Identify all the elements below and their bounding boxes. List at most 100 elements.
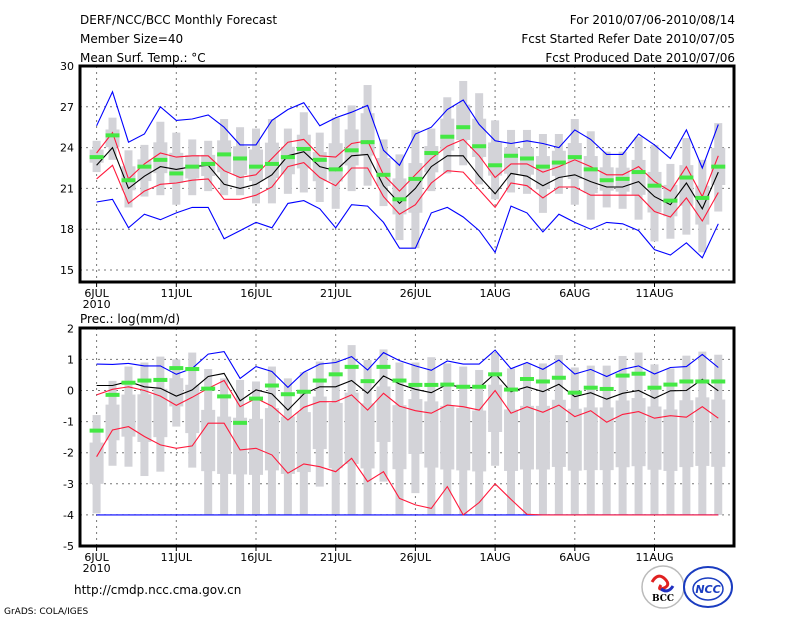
header-member-size: Member Size=40 [80, 32, 183, 46]
green-marker [424, 382, 439, 387]
member-quartile-box [647, 171, 662, 213]
member-quartile-box [519, 147, 534, 175]
green-marker [264, 383, 279, 388]
lower-extreme-line [96, 198, 719, 259]
green-marker [519, 156, 534, 161]
y-tick-label: 2 [67, 322, 74, 335]
green-marker [472, 144, 487, 149]
green-marker [647, 183, 662, 188]
member-quartile-box [583, 407, 598, 471]
lower-spread-line [96, 161, 719, 223]
member-quartile-box [201, 409, 216, 472]
green-marker [615, 373, 630, 378]
green-marker [583, 385, 598, 390]
green-marker [488, 163, 503, 168]
member-quartile-box [408, 399, 423, 454]
green-marker [137, 164, 152, 169]
green-marker [408, 382, 423, 387]
plot-frame [78, 326, 736, 548]
member-quartile-box [344, 392, 359, 464]
green-marker [631, 170, 646, 175]
upper-extreme-line [96, 90, 719, 170]
y-tick-label: 1 [67, 353, 74, 366]
header-start-date: Fcst Started Refer Date 2010/07/05 [521, 32, 735, 46]
member-quartile-box [711, 399, 726, 467]
green-marker [137, 378, 152, 383]
member-quartile-box [583, 156, 598, 194]
member-quartile-box [360, 403, 375, 469]
member-quartile-box [424, 401, 439, 468]
member-quartile-box [264, 408, 279, 471]
green-marker [217, 394, 232, 399]
green-marker [424, 151, 439, 156]
green-marker [456, 125, 471, 130]
green-marker [312, 157, 327, 162]
green-marker [551, 375, 566, 380]
green-marker [599, 386, 614, 391]
member-quartile-box [488, 384, 503, 432]
member-quartile-box [376, 158, 391, 187]
x-tick-label: 11JUL [161, 551, 193, 564]
lower-spread-line [96, 422, 719, 516]
green-marker [535, 379, 550, 384]
green-marker [456, 384, 471, 389]
member-quartile-box [456, 104, 471, 140]
member-quartile-box [280, 416, 295, 474]
member-quartile-box [392, 405, 407, 470]
y-tick-label: -1 [63, 416, 74, 429]
x-tick-label: 11AUG [635, 551, 673, 564]
green-marker [711, 379, 726, 384]
y-tick-label: -5 [63, 540, 74, 553]
x-year-label: 2010 [83, 298, 111, 311]
green-marker [504, 387, 519, 392]
upper-extreme-line [96, 349, 719, 389]
member-quartile-box [264, 142, 279, 179]
x-tick-label: 6JUL [84, 551, 109, 564]
green-marker [440, 382, 455, 387]
y-tick-label: 21 [60, 182, 74, 195]
green-marker [264, 161, 279, 166]
green-marker [201, 161, 216, 166]
green-marker [376, 172, 391, 177]
ncc-logo-text: NCC [695, 583, 720, 596]
green-marker [344, 148, 359, 153]
x-tick-label: 16JUL [240, 551, 272, 564]
member-quartile-box [504, 147, 519, 174]
footer-url[interactable]: http://cmdp.ncc.cma.gov.cn [74, 583, 241, 597]
green-marker [280, 392, 295, 397]
precip-panel-title: Prec.: log(mm/d) [80, 312, 180, 326]
y-tick-label: 24 [60, 142, 74, 155]
member-quartile-box [89, 442, 104, 484]
upper-spread-line [96, 131, 719, 198]
x-tick-label: 16JUL [240, 287, 272, 300]
ensemble-mean-line [96, 372, 719, 411]
x-tick-label: 6AUG [559, 551, 590, 564]
member-quartile-box [695, 185, 710, 225]
member-quartile-box [360, 113, 375, 156]
x-tick-label: 6AUG [559, 287, 590, 300]
footer-grads: GrADS: COLA/IGES [4, 607, 88, 617]
member-quartile-box [631, 159, 646, 195]
y-tick-label: 27 [60, 101, 74, 114]
green-marker [583, 167, 598, 172]
member-quartile-box [647, 406, 662, 470]
header-variable: Mean Surf. Temp.: °C [80, 51, 206, 65]
member-quartile-box [472, 410, 487, 472]
plot-frame [78, 64, 736, 284]
x-year-label: 2010 [83, 562, 111, 575]
member-quartile-box [519, 405, 534, 470]
member-quartile-box [615, 400, 630, 468]
member-quartile-box [185, 384, 200, 434]
green-marker [567, 155, 582, 160]
green-marker [344, 364, 359, 369]
green-marker [551, 160, 566, 165]
x-tick-label: 1AUG [480, 551, 511, 564]
green-marker [249, 396, 263, 401]
green-marker [599, 178, 614, 183]
temperature-panel: 15 18 21 24 27 30 6JUL 11JUL 16JUL 21JUL 26JUL 1AUG… [60, 60, 736, 311]
x-tick-label: 11JUL [161, 287, 193, 300]
header-period: For 2010/07/06-2010/08/14 [570, 13, 735, 27]
green-marker [169, 171, 184, 176]
